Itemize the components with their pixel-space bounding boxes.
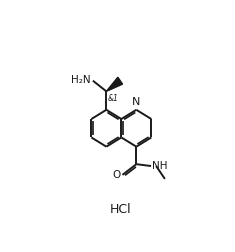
Text: N: N — [132, 97, 141, 107]
Text: HCl: HCl — [110, 203, 131, 216]
Text: O: O — [113, 170, 121, 180]
Text: NH: NH — [152, 161, 167, 171]
Polygon shape — [106, 77, 123, 91]
Text: &1: &1 — [107, 94, 118, 103]
Text: H₂N: H₂N — [71, 75, 91, 85]
